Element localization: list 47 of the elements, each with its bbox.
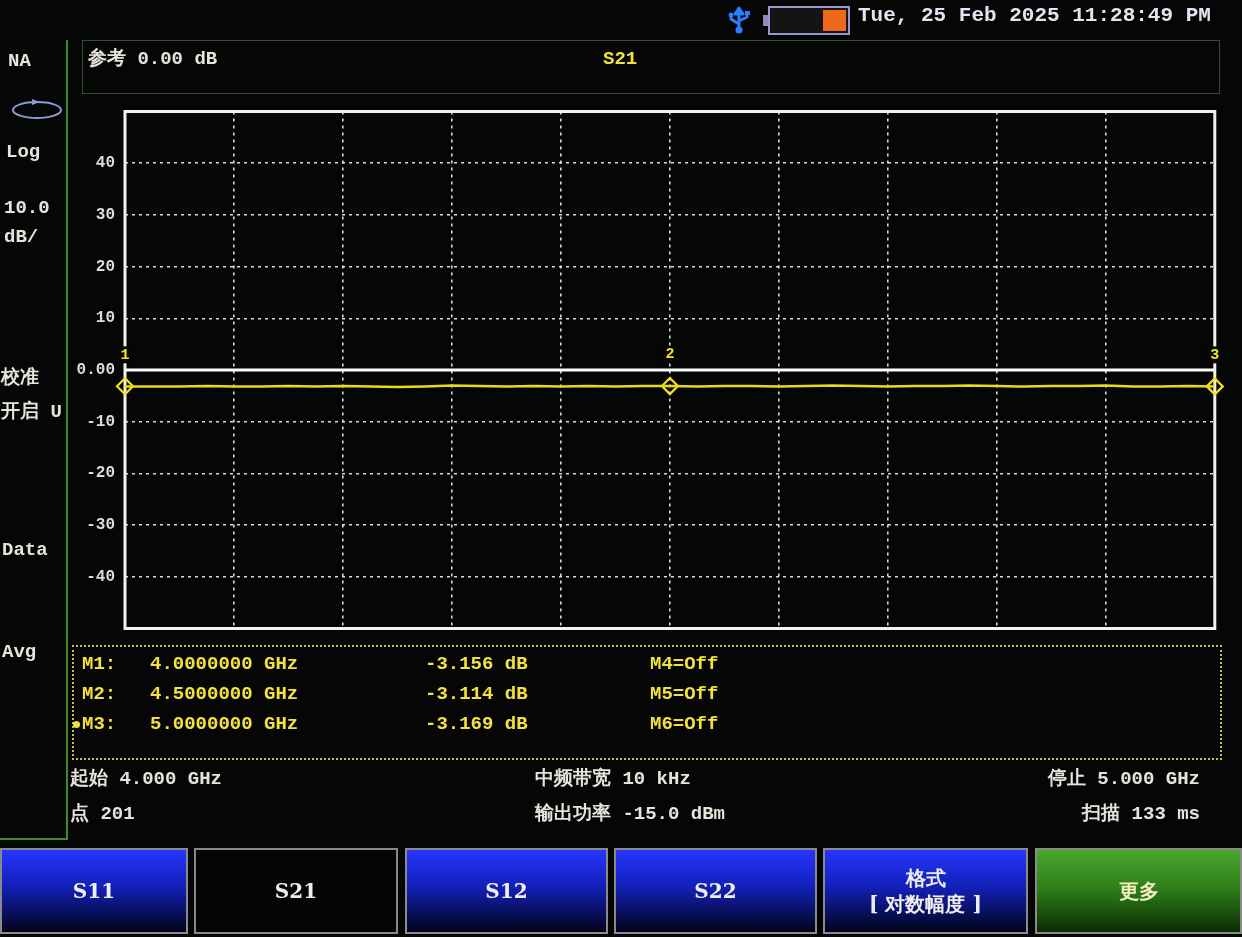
text: 停止 5.000 GHz xyxy=(1047,768,1200,790)
button: 格式 [ 对数幅度 ] xyxy=(823,848,1028,934)
text: Data xyxy=(2,539,48,561)
text: 校准 xyxy=(1,367,39,389)
text: 输出功率 -15.0 dBm xyxy=(535,803,726,825)
text: Avg xyxy=(2,641,37,663)
text: dB/ xyxy=(4,226,39,248)
y-tick-label: -40 xyxy=(86,567,115,586)
y-tick-label: 10 xyxy=(95,309,115,328)
text: M4=Off xyxy=(650,653,719,675)
y-tick-label: -30 xyxy=(86,516,115,535)
series-label: 1 xyxy=(120,346,130,364)
text: M5=Off xyxy=(650,683,719,705)
text: 开启 U xyxy=(1,401,62,423)
text: 4.5000000 GHz xyxy=(150,683,299,705)
text: -3.169 dB xyxy=(425,713,528,735)
chart-title: S21 xyxy=(603,48,638,70)
text: M2: xyxy=(82,683,117,705)
text: NA xyxy=(8,50,31,72)
button: S11 xyxy=(0,848,188,934)
series-label: 2 xyxy=(665,346,675,364)
y-tick-label: 20 xyxy=(95,257,115,276)
text: Tue, 25 Feb 2025 11:28:49 PM xyxy=(858,4,1211,27)
text: M6=Off xyxy=(650,713,719,735)
text: 扫描 133 ms xyxy=(1082,803,1200,825)
text: Log xyxy=(6,141,41,163)
text: 4.0000000 GHz xyxy=(150,653,299,675)
text: 起始 4.000 GHz xyxy=(70,768,223,790)
y-tick-label: 0.00 xyxy=(76,361,115,380)
text: 参考 0.00 dB xyxy=(88,48,218,70)
button: 更多 xyxy=(1035,848,1242,934)
y-tick-label: -20 xyxy=(86,464,115,483)
text: 中频带宽 10 kHz xyxy=(535,768,691,790)
button: S12 xyxy=(405,848,608,934)
y-tick-label: -10 xyxy=(86,412,115,431)
text: 10.0 xyxy=(4,197,50,219)
button: S21 xyxy=(194,848,398,934)
text: -3.114 dB xyxy=(425,683,528,705)
text: -3.156 dB xyxy=(425,653,528,675)
text: 点 201 xyxy=(70,803,135,825)
text: M1: xyxy=(82,653,117,675)
y-tick-label: 30 xyxy=(95,205,115,224)
series-label: 3 xyxy=(1210,346,1220,364)
text: M3: xyxy=(82,713,117,735)
button: S22 xyxy=(614,848,817,934)
y-tick-label: 40 xyxy=(95,154,115,173)
text: 5.0000000 GHz xyxy=(150,713,299,735)
